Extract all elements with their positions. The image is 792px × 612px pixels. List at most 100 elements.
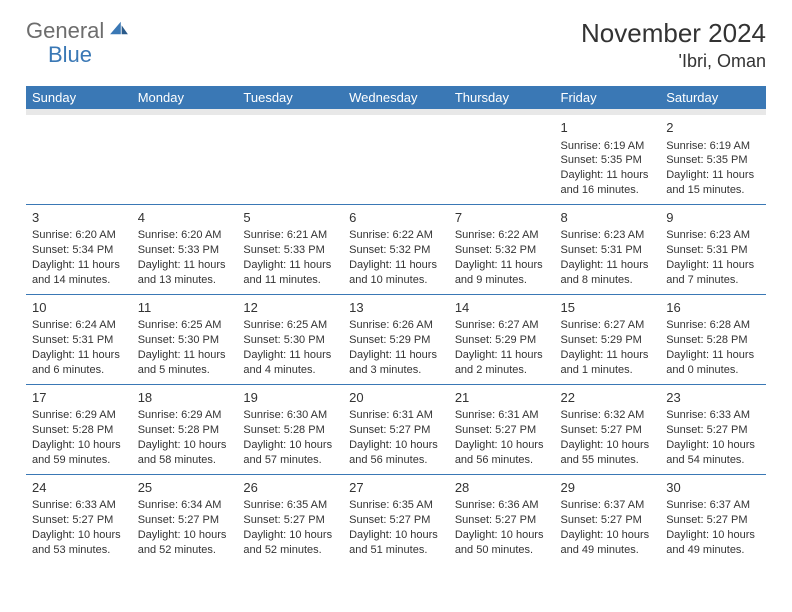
day-number: 30	[666, 479, 760, 497]
daylight-text: Daylight: 10 hours and 49 minutes.	[561, 528, 655, 558]
calendar-day-cell: 1Sunrise: 6:19 AMSunset: 5:35 PMDaylight…	[555, 115, 661, 204]
weekday-header: Monday	[132, 86, 238, 109]
sunset-text: Sunset: 5:35 PM	[666, 153, 760, 168]
sunset-text: Sunset: 5:28 PM	[243, 423, 337, 438]
weekday-header: Tuesday	[237, 86, 343, 109]
logo-text-blue: Blue	[48, 42, 92, 68]
day-number: 17	[32, 389, 126, 407]
calendar-day-cell: 4Sunrise: 6:20 AMSunset: 5:33 PMDaylight…	[132, 204, 238, 294]
sunrise-text: Sunrise: 6:23 AM	[666, 228, 760, 243]
sunrise-text: Sunrise: 6:37 AM	[561, 498, 655, 513]
calendar-day-cell: 20Sunrise: 6:31 AMSunset: 5:27 PMDayligh…	[343, 384, 449, 474]
day-number: 19	[243, 389, 337, 407]
day-number: 20	[349, 389, 443, 407]
day-number: 29	[561, 479, 655, 497]
sunrise-text: Sunrise: 6:22 AM	[455, 228, 549, 243]
sunset-text: Sunset: 5:27 PM	[561, 423, 655, 438]
daylight-text: Daylight: 10 hours and 57 minutes.	[243, 438, 337, 468]
logo-sail-icon	[108, 20, 130, 36]
sunset-text: Sunset: 5:30 PM	[138, 333, 232, 348]
daylight-text: Daylight: 11 hours and 6 minutes.	[32, 348, 126, 378]
calendar-body: 1Sunrise: 6:19 AMSunset: 5:35 PMDaylight…	[26, 109, 766, 564]
daylight-text: Daylight: 10 hours and 52 minutes.	[138, 528, 232, 558]
sunset-text: Sunset: 5:27 PM	[243, 513, 337, 528]
day-number: 23	[666, 389, 760, 407]
calendar-day-cell	[26, 115, 132, 204]
sunrise-text: Sunrise: 6:35 AM	[349, 498, 443, 513]
daylight-text: Daylight: 11 hours and 15 minutes.	[666, 168, 760, 198]
weekday-header: Saturday	[660, 86, 766, 109]
sunrise-text: Sunrise: 6:25 AM	[138, 318, 232, 333]
sunset-text: Sunset: 5:27 PM	[455, 423, 549, 438]
daylight-text: Daylight: 11 hours and 9 minutes.	[455, 258, 549, 288]
daylight-text: Daylight: 11 hours and 10 minutes.	[349, 258, 443, 288]
day-number: 1	[561, 119, 655, 137]
sunset-text: Sunset: 5:27 PM	[561, 513, 655, 528]
calendar-day-cell: 25Sunrise: 6:34 AMSunset: 5:27 PMDayligh…	[132, 474, 238, 563]
location-label: 'Ibri, Oman	[581, 51, 766, 72]
sunrise-text: Sunrise: 6:27 AM	[455, 318, 549, 333]
weekday-header: Wednesday	[343, 86, 449, 109]
calendar-day-cell	[343, 115, 449, 204]
daylight-text: Daylight: 10 hours and 56 minutes.	[455, 438, 549, 468]
sunrise-text: Sunrise: 6:33 AM	[32, 498, 126, 513]
sunrise-text: Sunrise: 6:35 AM	[243, 498, 337, 513]
weekday-header: Friday	[555, 86, 661, 109]
calendar-day-cell: 18Sunrise: 6:29 AMSunset: 5:28 PMDayligh…	[132, 384, 238, 474]
calendar-day-cell: 17Sunrise: 6:29 AMSunset: 5:28 PMDayligh…	[26, 384, 132, 474]
sunrise-text: Sunrise: 6:22 AM	[349, 228, 443, 243]
sunset-text: Sunset: 5:28 PM	[32, 423, 126, 438]
calendar-day-cell: 15Sunrise: 6:27 AMSunset: 5:29 PMDayligh…	[555, 294, 661, 384]
sunset-text: Sunset: 5:28 PM	[138, 423, 232, 438]
calendar-day-cell: 26Sunrise: 6:35 AMSunset: 5:27 PMDayligh…	[237, 474, 343, 563]
daylight-text: Daylight: 10 hours and 58 minutes.	[138, 438, 232, 468]
calendar-day-cell: 21Sunrise: 6:31 AMSunset: 5:27 PMDayligh…	[449, 384, 555, 474]
daylight-text: Daylight: 11 hours and 8 minutes.	[561, 258, 655, 288]
day-number: 28	[455, 479, 549, 497]
sunset-text: Sunset: 5:29 PM	[349, 333, 443, 348]
calendar-day-cell: 14Sunrise: 6:27 AMSunset: 5:29 PMDayligh…	[449, 294, 555, 384]
sunset-text: Sunset: 5:27 PM	[32, 513, 126, 528]
sunrise-text: Sunrise: 6:19 AM	[666, 139, 760, 154]
calendar-day-cell: 8Sunrise: 6:23 AMSunset: 5:31 PMDaylight…	[555, 204, 661, 294]
day-number: 9	[666, 209, 760, 227]
day-number: 3	[32, 209, 126, 227]
calendar-week: 24Sunrise: 6:33 AMSunset: 5:27 PMDayligh…	[26, 474, 766, 563]
sunset-text: Sunset: 5:28 PM	[666, 333, 760, 348]
calendar-day-cell	[132, 115, 238, 204]
title-block: November 2024 'Ibri, Oman	[581, 18, 766, 72]
calendar-day-cell: 13Sunrise: 6:26 AMSunset: 5:29 PMDayligh…	[343, 294, 449, 384]
sunrise-text: Sunrise: 6:20 AM	[138, 228, 232, 243]
calendar-table: SundayMondayTuesdayWednesdayThursdayFrid…	[26, 86, 766, 564]
sunset-text: Sunset: 5:29 PM	[561, 333, 655, 348]
daylight-text: Daylight: 11 hours and 14 minutes.	[32, 258, 126, 288]
calendar-day-cell: 9Sunrise: 6:23 AMSunset: 5:31 PMDaylight…	[660, 204, 766, 294]
daylight-text: Daylight: 11 hours and 2 minutes.	[455, 348, 549, 378]
calendar-day-cell: 22Sunrise: 6:32 AMSunset: 5:27 PMDayligh…	[555, 384, 661, 474]
sunset-text: Sunset: 5:27 PM	[138, 513, 232, 528]
calendar-day-cell: 6Sunrise: 6:22 AMSunset: 5:32 PMDaylight…	[343, 204, 449, 294]
sunrise-text: Sunrise: 6:31 AM	[349, 408, 443, 423]
sunset-text: Sunset: 5:27 PM	[349, 513, 443, 528]
calendar-day-cell: 19Sunrise: 6:30 AMSunset: 5:28 PMDayligh…	[237, 384, 343, 474]
daylight-text: Daylight: 11 hours and 4 minutes.	[243, 348, 337, 378]
sunset-text: Sunset: 5:29 PM	[455, 333, 549, 348]
sunrise-text: Sunrise: 6:30 AM	[243, 408, 337, 423]
day-number: 2	[666, 119, 760, 137]
day-number: 14	[455, 299, 549, 317]
daylight-text: Daylight: 10 hours and 49 minutes.	[666, 528, 760, 558]
calendar-day-cell: 29Sunrise: 6:37 AMSunset: 5:27 PMDayligh…	[555, 474, 661, 563]
day-number: 5	[243, 209, 337, 227]
month-title: November 2024	[581, 18, 766, 49]
daylight-text: Daylight: 10 hours and 53 minutes.	[32, 528, 126, 558]
calendar-day-cell: 12Sunrise: 6:25 AMSunset: 5:30 PMDayligh…	[237, 294, 343, 384]
daylight-text: Daylight: 11 hours and 1 minutes.	[561, 348, 655, 378]
sunrise-text: Sunrise: 6:24 AM	[32, 318, 126, 333]
day-number: 13	[349, 299, 443, 317]
day-number: 22	[561, 389, 655, 407]
sunset-text: Sunset: 5:27 PM	[349, 423, 443, 438]
day-number: 24	[32, 479, 126, 497]
calendar-day-cell: 2 Sunrise: 6:19 AMSunset: 5:35 PMDaylight…	[660, 115, 766, 204]
calendar-day-cell: 3Sunrise: 6:20 AMSunset: 5:34 PMDaylight…	[26, 204, 132, 294]
day-number: 7	[455, 209, 549, 227]
